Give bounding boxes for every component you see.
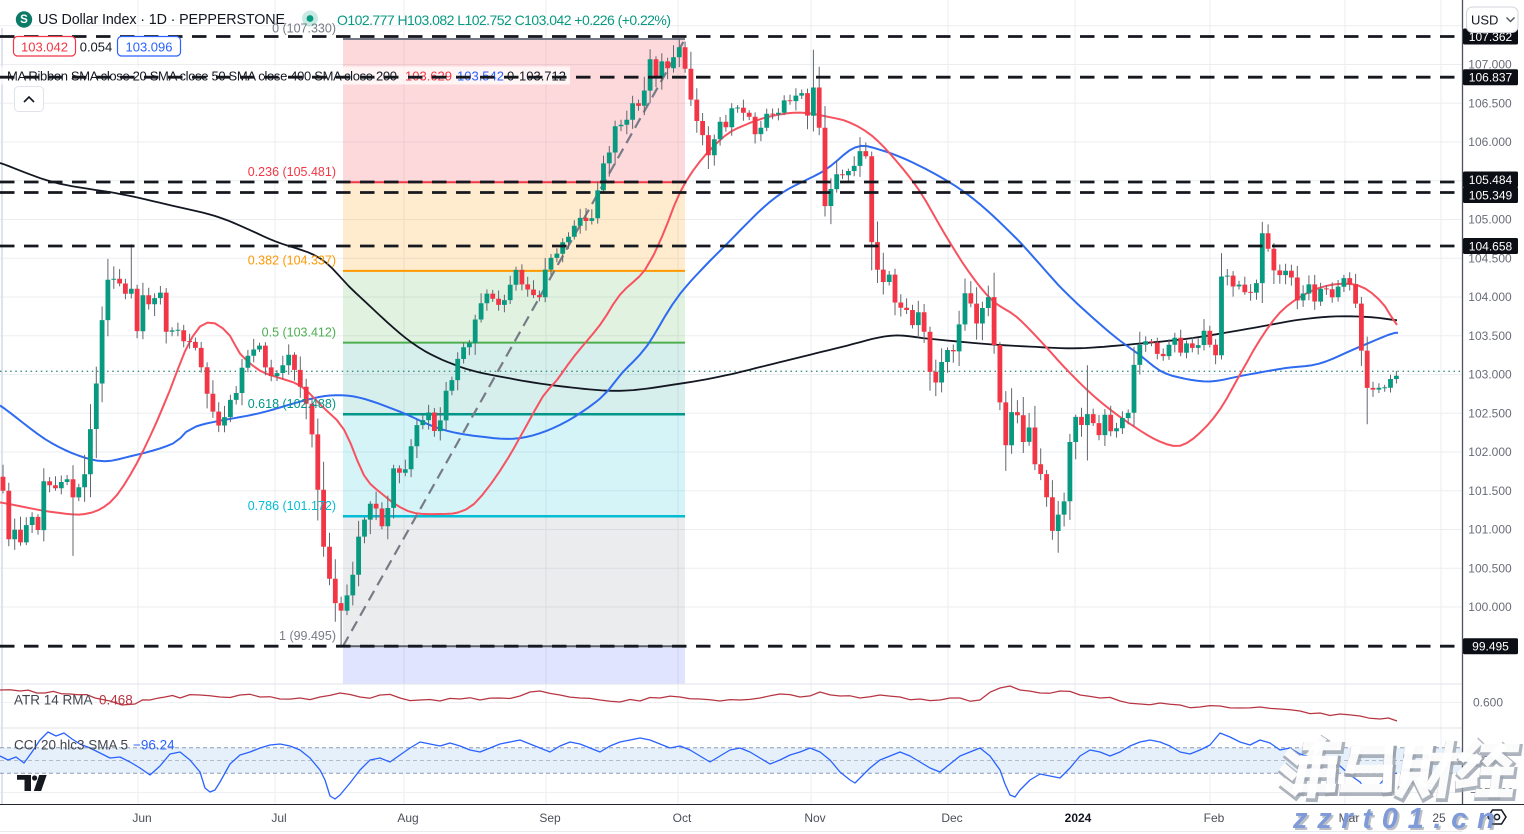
svg-text:102.500: 102.500 xyxy=(1468,406,1512,420)
svg-text:107.362: 107.362 xyxy=(1469,30,1513,44)
svg-text:Dec: Dec xyxy=(941,811,962,825)
svg-text:Jul: Jul xyxy=(271,811,286,825)
svg-text:O102.777 H103.082 L102.752 C10: O102.777 H103.082 L102.752 C103.042 +0.2… xyxy=(337,12,671,28)
svg-text:106.000: 106.000 xyxy=(1468,135,1512,149)
svg-text:Aug: Aug xyxy=(397,811,418,825)
svg-text:100.500: 100.500 xyxy=(1468,561,1512,575)
svg-text:104.000: 104.000 xyxy=(1468,290,1512,304)
svg-text:1 (99.495): 1 (99.495) xyxy=(279,629,336,643)
svg-text:USD: USD xyxy=(1471,13,1498,28)
svg-text:zzrt01.cn: zzrt01.cn xyxy=(1294,805,1506,834)
svg-text:100.000: 100.000 xyxy=(1468,600,1512,614)
svg-text:0.382 (104.337): 0.382 (104.337) xyxy=(248,254,336,268)
svg-text:25: 25 xyxy=(1432,811,1446,825)
svg-text:S: S xyxy=(20,14,28,26)
svg-text:0.468: 0.468 xyxy=(99,693,133,708)
svg-text:0 (107.330): 0 (107.330) xyxy=(272,22,336,36)
svg-text:0.786 (101.172): 0.786 (101.172) xyxy=(248,499,336,513)
svg-text:107.000: 107.000 xyxy=(1468,58,1512,72)
svg-text:103.042: 103.042 xyxy=(21,39,68,54)
svg-text:−96.24: −96.24 xyxy=(133,738,175,753)
svg-text:101.000: 101.000 xyxy=(1468,523,1512,537)
svg-text:0.618 (102.488): 0.618 (102.488) xyxy=(248,397,336,411)
svg-text:103.500: 103.500 xyxy=(1468,329,1512,343)
svg-text:103.000: 103.000 xyxy=(1468,368,1512,382)
svg-text:104.500: 104.500 xyxy=(1468,251,1512,265)
svg-text:103.096: 103.096 xyxy=(126,39,173,54)
svg-text:Feb: Feb xyxy=(1204,811,1225,825)
svg-text:Oct: Oct xyxy=(673,811,692,825)
svg-text:105.000: 105.000 xyxy=(1468,213,1512,227)
svg-text:99.495: 99.495 xyxy=(1472,640,1509,654)
svg-text:ATR 14 RMA: ATR 14 RMA xyxy=(14,693,93,708)
svg-text:106.500: 106.500 xyxy=(1468,96,1512,110)
svg-text:105.484: 105.484 xyxy=(1469,173,1513,187)
svg-text:0.5 (103.412): 0.5 (103.412) xyxy=(262,325,336,339)
svg-text:US Dollar Index · 1D · PEPPERS: US Dollar Index · 1D · PEPPERSTONE xyxy=(38,12,285,28)
svg-text:0.054: 0.054 xyxy=(80,39,113,54)
svg-text:0.236 (105.481): 0.236 (105.481) xyxy=(248,165,336,179)
svg-text:Sep: Sep xyxy=(539,811,561,825)
svg-text:Nov: Nov xyxy=(804,811,825,825)
svg-text:CCI 20 hlc3 SMA 5: CCI 20 hlc3 SMA 5 xyxy=(14,738,128,753)
svg-text:Mar: Mar xyxy=(1339,811,1360,825)
svg-text:102.000: 102.000 xyxy=(1468,445,1512,459)
svg-text:0.600: 0.600 xyxy=(1473,696,1503,710)
svg-text:zzrt01.cn: zzrt01.cn xyxy=(1292,803,1504,834)
svg-text:103.629: 103.629 xyxy=(405,69,452,84)
svg-text:101.500: 101.500 xyxy=(1468,484,1512,498)
svg-text:Jun: Jun xyxy=(132,811,151,825)
svg-text:106.837: 106.837 xyxy=(1469,71,1513,85)
svg-text:104.658: 104.658 xyxy=(1469,240,1513,254)
svg-text:105.349: 105.349 xyxy=(1469,189,1513,203)
svg-text:2024: 2024 xyxy=(1065,811,1092,825)
